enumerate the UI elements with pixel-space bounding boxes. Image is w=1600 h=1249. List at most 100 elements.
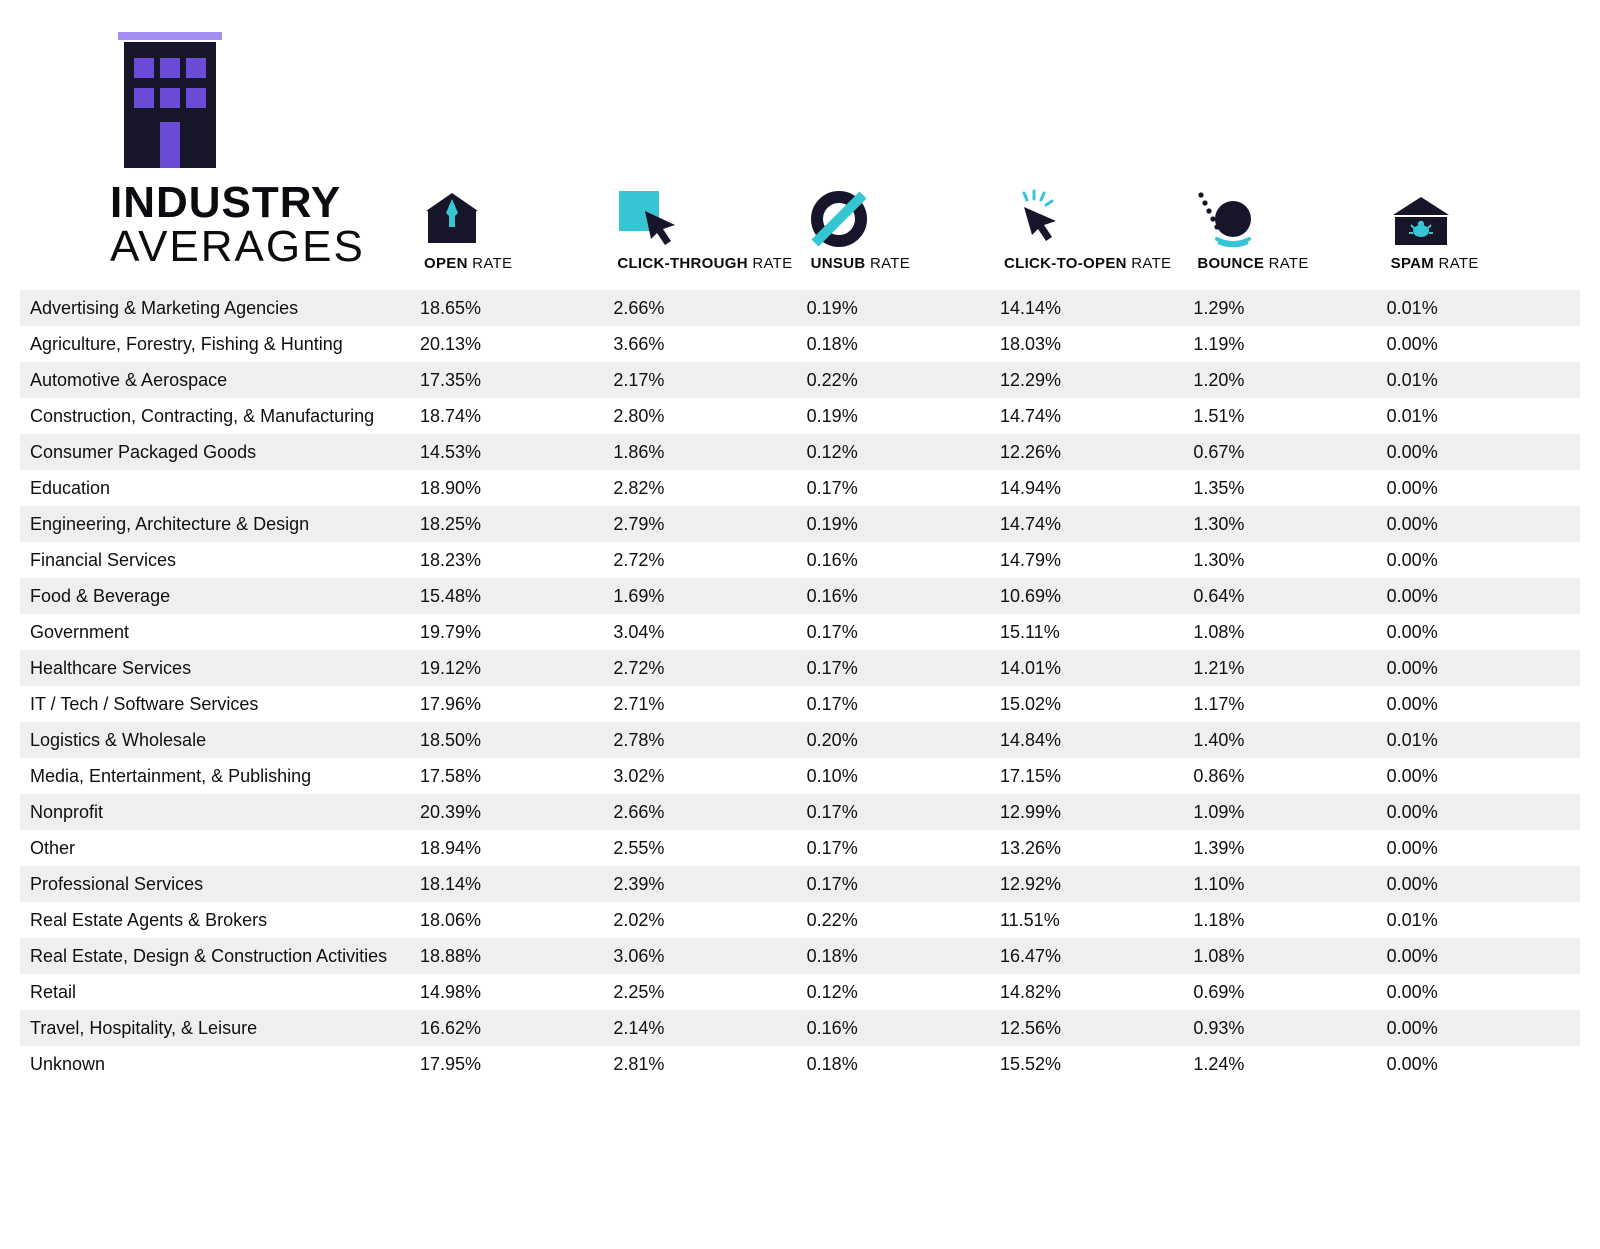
table-row: Other18.94%2.55%0.17%13.26%1.39%0.00% [20,830,1580,866]
cell-bounce: 0.64% [1193,586,1386,607]
cell-unsub: 0.17% [807,622,1000,643]
cell-open: 18.25% [420,514,613,535]
cell-spam: 0.00% [1387,622,1580,643]
cell-spam: 0.00% [1387,874,1580,895]
cell-cto: 17.15% [1000,766,1193,787]
cell-ctr: 3.04% [613,622,806,643]
cell-spam: 0.00% [1387,586,1580,607]
industry-cell: IT / Tech / Software Services [20,694,420,715]
spam-icon [1391,187,1580,247]
open-rate-icon [424,187,613,247]
cell-open: 15.48% [420,586,613,607]
cell-bounce: 0.69% [1193,982,1386,1003]
cell-ctr: 2.25% [613,982,806,1003]
cell-cto: 15.11% [1000,622,1193,643]
cell-bounce: 1.18% [1193,910,1386,931]
table-row: Retail14.98%2.25%0.12%14.82%0.69%0.00% [20,974,1580,1010]
cell-unsub: 0.17% [807,694,1000,715]
cell-unsub: 0.16% [807,586,1000,607]
cell-unsub: 0.16% [807,550,1000,571]
cell-cto: 13.26% [1000,838,1193,859]
cell-spam: 0.00% [1387,982,1580,1003]
cell-cto: 14.14% [1000,298,1193,319]
cell-spam: 0.01% [1387,298,1580,319]
click-to-open-icon [1004,187,1193,247]
cell-ctr: 3.66% [613,334,806,355]
table-row: Engineering, Architecture & Design18.25%… [20,506,1580,542]
cell-cto: 16.47% [1000,946,1193,967]
cell-open: 18.65% [420,298,613,319]
cell-unsub: 0.12% [807,442,1000,463]
table-row: Advertising & Marketing Agencies18.65%2.… [20,290,1580,326]
industry-cell: Education [20,478,420,499]
building-icon [110,30,420,168]
industry-cell: Agriculture, Forestry, Fishing & Hunting [20,334,420,355]
cell-unsub: 0.22% [807,910,1000,931]
cell-open: 17.95% [420,1054,613,1075]
cell-unsub: 0.18% [807,1054,1000,1075]
cell-cto: 15.52% [1000,1054,1193,1075]
industry-cell: Government [20,622,420,643]
table-row: Travel, Hospitality, & Leisure16.62%2.14… [20,1010,1580,1046]
cell-ctr: 2.55% [613,838,806,859]
industry-cell: Food & Beverage [20,586,420,607]
cell-cto: 12.92% [1000,874,1193,895]
cell-ctr: 2.80% [613,406,806,427]
cell-unsub: 0.22% [807,370,1000,391]
table-row: Real Estate Agents & Brokers18.06%2.02%0… [20,902,1580,938]
title-line2: AVERAGES [110,222,420,272]
click-through-icon [617,187,806,247]
cell-spam: 0.01% [1387,910,1580,931]
cell-cto: 14.94% [1000,478,1193,499]
unsub-icon [811,187,1000,247]
col-label: UNSUB RATE [811,255,1000,272]
table-row: Financial Services18.23%2.72%0.16%14.79%… [20,542,1580,578]
cell-unsub: 0.17% [807,874,1000,895]
cell-bounce: 1.30% [1193,550,1386,571]
col-head-unsub: UNSUB RATE [811,187,1000,272]
cell-ctr: 2.17% [613,370,806,391]
cell-ctr: 2.72% [613,550,806,571]
cell-ctr: 2.71% [613,694,806,715]
cell-bounce: 1.30% [1193,514,1386,535]
cell-open: 19.79% [420,622,613,643]
industry-cell: Unknown [20,1054,420,1075]
cell-bounce: 1.08% [1193,622,1386,643]
cell-bounce: 1.29% [1193,298,1386,319]
cell-open: 18.74% [420,406,613,427]
cell-open: 17.96% [420,694,613,715]
cell-spam: 0.00% [1387,694,1580,715]
industry-cell: Media, Entertainment, & Publishing [20,766,420,787]
cell-bounce: 1.10% [1193,874,1386,895]
cell-cto: 14.74% [1000,406,1193,427]
cell-spam: 0.00% [1387,478,1580,499]
col-label: CLICK-THROUGH RATE [617,255,806,272]
cell-bounce: 1.24% [1193,1054,1386,1075]
cell-bounce: 1.21% [1193,658,1386,679]
col-label: SPAM RATE [1391,255,1580,272]
cell-bounce: 1.39% [1193,838,1386,859]
cell-open: 18.06% [420,910,613,931]
cell-open: 16.62% [420,1018,613,1039]
cell-ctr: 2.78% [613,730,806,751]
industry-cell: Travel, Hospitality, & Leisure [20,1018,420,1039]
cell-cto: 14.01% [1000,658,1193,679]
cell-open: 18.88% [420,946,613,967]
table-row: Professional Services18.14%2.39%0.17%12.… [20,866,1580,902]
cell-bounce: 1.51% [1193,406,1386,427]
cell-spam: 0.00% [1387,442,1580,463]
table-row: Education18.90%2.82%0.17%14.94%1.35%0.00… [20,470,1580,506]
cell-spam: 0.00% [1387,514,1580,535]
industry-cell: Advertising & Marketing Agencies [20,298,420,319]
industry-cell: Construction, Contracting, & Manufacturi… [20,406,420,427]
cell-open: 17.35% [420,370,613,391]
cell-open: 20.39% [420,802,613,823]
col-head-spam: SPAM RATE [1391,187,1580,272]
cell-spam: 0.01% [1387,406,1580,427]
cell-cto: 15.02% [1000,694,1193,715]
table-row: Unknown17.95%2.81%0.18%15.52%1.24%0.00% [20,1046,1580,1082]
cell-ctr: 2.82% [613,478,806,499]
cell-bounce: 1.08% [1193,946,1386,967]
industry-cell: Automotive & Aerospace [20,370,420,391]
cell-spam: 0.00% [1387,1018,1580,1039]
